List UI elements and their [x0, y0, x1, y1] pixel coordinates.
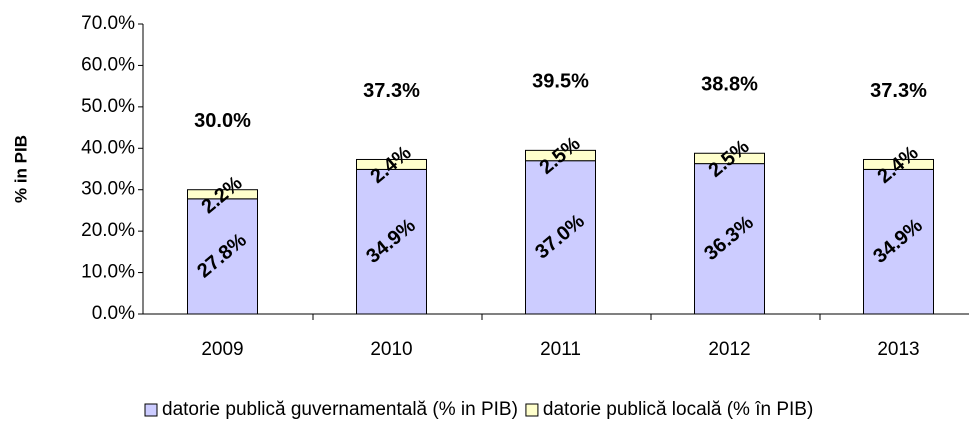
total-label: 39.5% [532, 71, 589, 93]
bar-segment [694, 152, 765, 165]
bar-segment [525, 160, 596, 315]
y-tick-label: 20.0% [81, 220, 135, 241]
legend-swatch [525, 403, 539, 417]
bar-segment [187, 189, 258, 200]
bar-segment [694, 163, 765, 315]
total-label: 37.3% [363, 80, 420, 102]
y-tick-label: 30.0% [81, 179, 135, 200]
x-tick-label: 2012 [708, 339, 750, 360]
x-tick-label: 2009 [201, 339, 243, 360]
total-label: 30.0% [194, 110, 251, 132]
bar-segment [356, 168, 427, 315]
y-tick-label: 10.0% [81, 262, 135, 283]
bar-segment [356, 158, 427, 170]
y-axis-label: % in PIB [11, 135, 30, 203]
bar-segment [863, 158, 934, 170]
x-tick-label: 2011 [540, 339, 581, 360]
x-tick-label: 2010 [370, 339, 412, 360]
y-tick-label: 0.0% [92, 303, 135, 324]
bar-segment [187, 198, 258, 315]
x-tick-label: 2013 [877, 339, 919, 360]
legend-swatch [144, 403, 158, 417]
y-tick-label: 50.0% [81, 96, 135, 117]
legend-label: datorie publică guvernamentală (% in PIB… [162, 399, 518, 420]
bar-segment [525, 149, 596, 162]
bar-segment [863, 168, 934, 315]
legend-label: datorie publică locală (% în PIB) [543, 399, 813, 420]
y-tick-label: 40.0% [81, 137, 135, 158]
y-tick-label: 60.0% [81, 54, 135, 75]
total-label: 38.8% [701, 74, 758, 96]
y-tick-label: 70.0% [81, 13, 135, 34]
total-label: 37.3% [870, 80, 927, 102]
